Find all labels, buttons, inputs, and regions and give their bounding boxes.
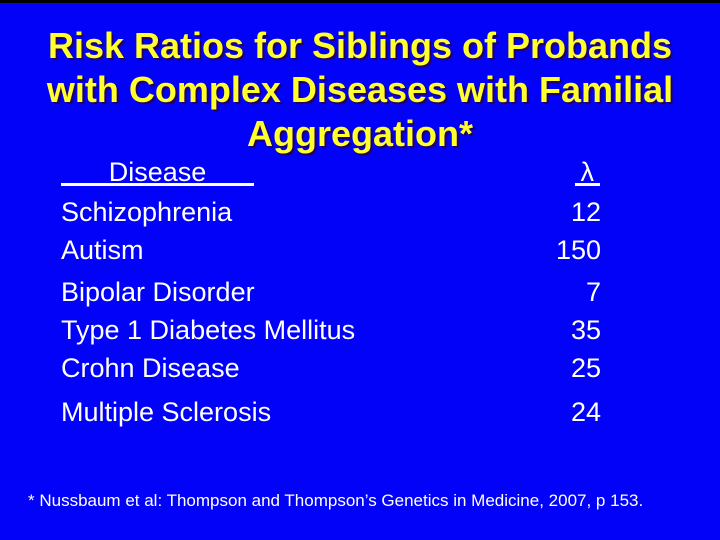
slide-title: Risk Ratios for Siblings of Probands wit… <box>0 24 720 156</box>
lambda-value: 35 <box>570 315 601 345</box>
lambda-value: 24 <box>570 397 601 427</box>
title-line-2: with Complex Diseases with Familial <box>46 69 674 110</box>
disease-name: Autism <box>61 235 144 265</box>
table-row: Multiple Sclerosis 24 <box>61 395 601 429</box>
disease-column-header: Disease <box>61 155 254 187</box>
top-border <box>0 0 720 3</box>
disease-name: Schizophrenia <box>61 197 233 227</box>
lambda-value: 25 <box>570 353 601 383</box>
lambda-value: 7 <box>585 277 601 307</box>
disease-name: Multiple Sclerosis <box>61 397 272 427</box>
table-row: Type 1 Diabetes Mellitus 35 <box>61 313 601 347</box>
lambda-column-header-wrap: λ <box>511 155 601 189</box>
disease-name: Bipolar Disorder <box>61 277 255 307</box>
table-header-row: Disease λ <box>61 155 601 189</box>
footnote-citation: * Nussbaum et al: Thompson and Thompson’… <box>28 491 644 510</box>
disease-name: Type 1 Diabetes Mellitus <box>61 315 356 345</box>
table-row: Crohn Disease 25 <box>61 351 601 385</box>
lambda-value: 12 <box>570 197 601 227</box>
table-row: Schizophrenia 12 <box>61 195 601 229</box>
title-line-1: Risk Ratios for Siblings of Probands <box>47 25 673 66</box>
table-row: Bipolar Disorder 7 <box>61 275 601 309</box>
disease-name: Crohn Disease <box>61 353 240 383</box>
lambda-value: 150 <box>555 235 601 265</box>
title-line-3: Aggregation* <box>246 113 473 154</box>
lambda-column-header: λ <box>574 155 600 187</box>
table-row: Autism 150 <box>61 233 601 267</box>
